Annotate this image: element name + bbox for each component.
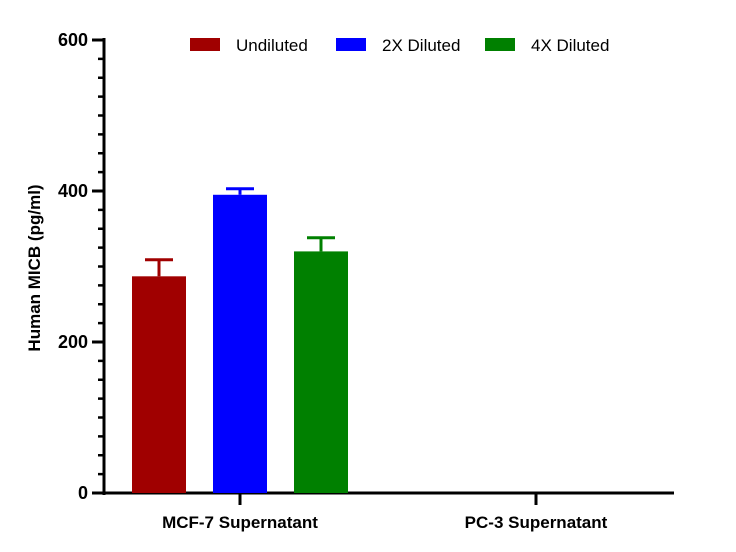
bars [132,187,348,493]
legend-label: 2X Diluted [382,36,460,55]
legend-swatch [485,38,515,51]
x-tick-label: PC-3 Supernatant [465,513,608,532]
y-tick-label: 0 [78,483,88,503]
y-tick-label: 200 [58,332,88,352]
x-tick-label: MCF-7 Supernatant [162,513,318,532]
legend-swatch [336,38,366,51]
legend: Undiluted 2X Diluted 4X Diluted [190,36,609,55]
legend-label: 4X Diluted [531,36,609,55]
legend-label: Undiluted [236,36,308,55]
y-tick-label: 400 [58,181,88,201]
legend-swatch [190,38,220,51]
bar [294,251,348,493]
axes: 0 200 400 600 MCF-7 Supernatant PC-3 Supernat… [58,30,674,532]
bar [132,276,186,493]
y-axis-title: Human MICB (pg/ml) [25,184,44,351]
y-tick-label: 600 [58,30,88,50]
bar [213,194,267,493]
